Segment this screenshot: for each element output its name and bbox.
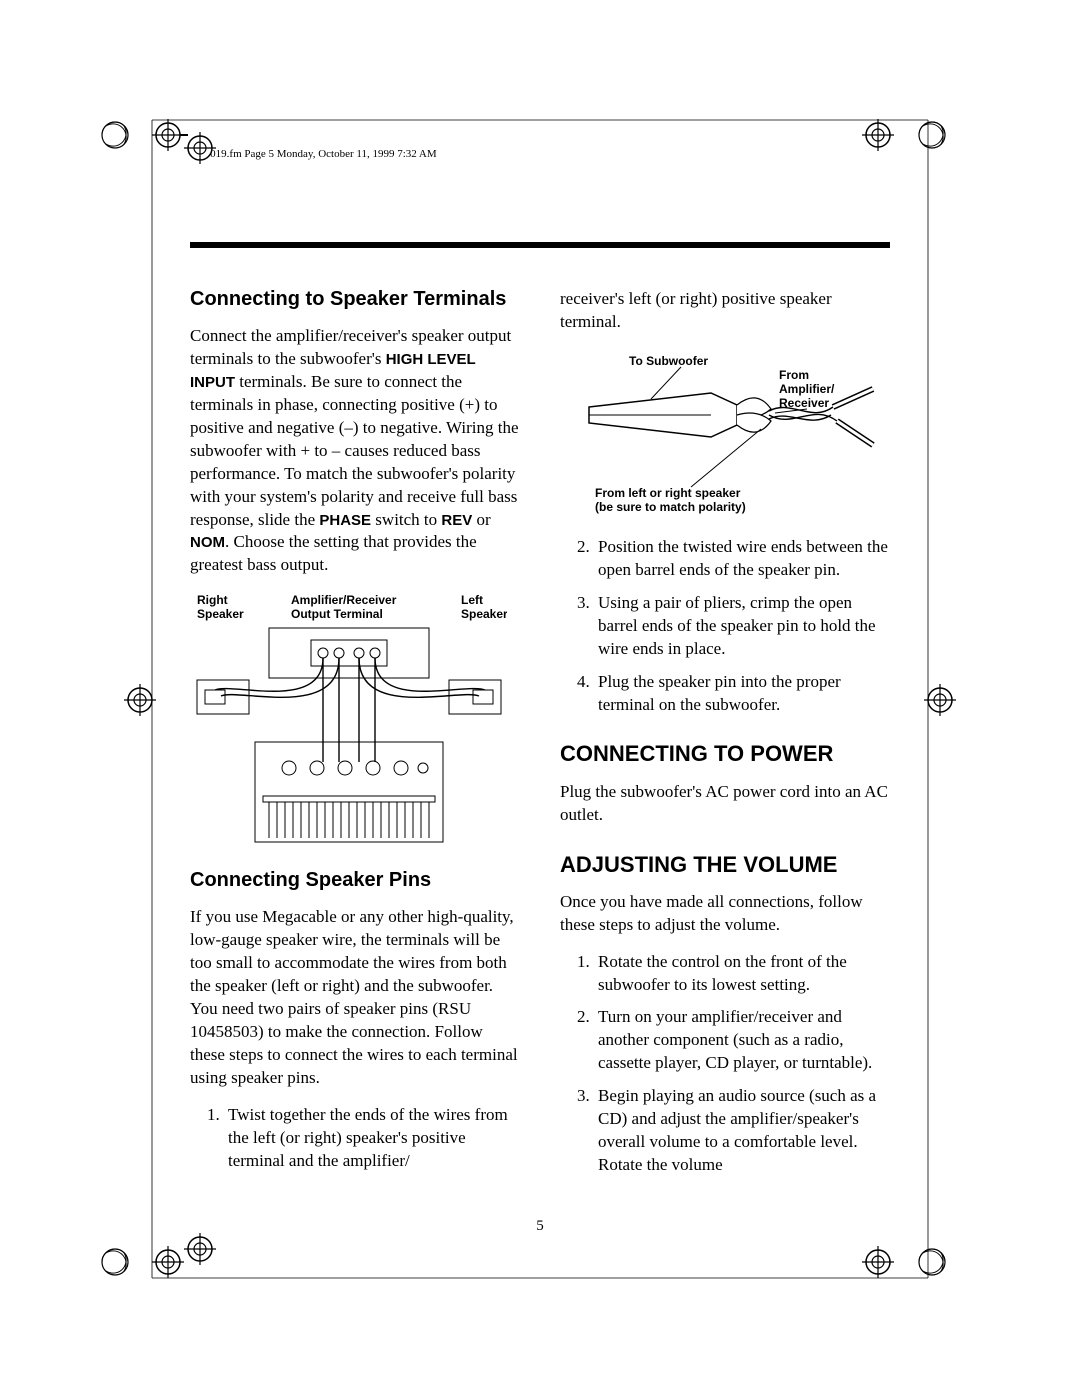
list-pins-right: Position the twisted wire ends between t… xyxy=(560,536,890,717)
svg-text:(be sure to match polarity): (be sure to match polarity) xyxy=(595,500,746,514)
heading-terminals: Connecting to Speaker Terminals xyxy=(190,288,520,311)
svg-text:To Subwoofer: To Subwoofer xyxy=(629,354,708,368)
svg-text:Output Terminal: Output Terminal xyxy=(291,607,383,621)
diagram-amp-wiring: Right Speaker Amplifier/Receiver Output … xyxy=(190,591,508,853)
svg-text:Amplifier/: Amplifier/ xyxy=(779,382,835,396)
heading-power: CONNECTING TO POWER xyxy=(560,742,890,766)
list-item: Rotate the control on the front of the s… xyxy=(594,951,890,997)
list-volume: Rotate the control on the front of the s… xyxy=(560,951,890,1177)
list-item: Begin playing an audio source (such as a… xyxy=(594,1085,890,1177)
text: terminals. Be sure to connect the termin… xyxy=(190,372,519,529)
svg-text:From: From xyxy=(779,368,809,382)
svg-text:Speaker: Speaker xyxy=(197,607,244,621)
para-terminals: Connect the amplifier/receiver's speaker… xyxy=(190,325,520,577)
heading-pins: Connecting Speaker Pins xyxy=(190,869,520,892)
para-power: Plug the subwoofer's AC power cord into … xyxy=(560,781,890,827)
heading-volume: ADJUSTING THE VOLUME xyxy=(560,853,890,877)
svg-text:Amplifier/Receiver: Amplifier/Receiver xyxy=(291,593,397,607)
diagram-speaker-pin: To Subwoofer From Amplifier/ Receiver Fr… xyxy=(560,348,878,520)
text-bold: REV xyxy=(441,512,472,529)
para-volume-intro: Once you have made all connections, foll… xyxy=(560,891,890,937)
text-bold: NOM xyxy=(190,534,225,551)
svg-text:Left: Left xyxy=(461,593,483,607)
content-columns: Connecting to Speaker Terminals Connect … xyxy=(190,288,890,1191)
text: or xyxy=(472,510,490,529)
para-pins: If you use Megacable or any other high-q… xyxy=(190,906,520,1090)
running-head: 40-5019.fm Page 5 Monday, October 11, 19… xyxy=(190,148,437,160)
text-bold: PHASE xyxy=(319,512,371,529)
list-pins-left: Twist together the ends of the wires fro… xyxy=(190,1104,520,1173)
text: . Choose the setting that provides the g… xyxy=(190,532,477,574)
list-item: Using a pair of pliers, crimp the open b… xyxy=(594,592,890,661)
list-item: Position the twisted wire ends between t… xyxy=(594,536,890,582)
svg-text:Speaker: Speaker xyxy=(461,607,507,621)
divider-rule xyxy=(190,242,890,248)
svg-text:From left or right speaker: From left or right speaker xyxy=(595,486,741,500)
page-number: 5 xyxy=(0,1218,1080,1235)
para-continued: receiver's left (or right) positive spea… xyxy=(560,288,890,334)
right-column: receiver's left (or right) positive spea… xyxy=(560,288,890,1191)
left-column: Connecting to Speaker Terminals Connect … xyxy=(190,288,520,1191)
svg-text:Right: Right xyxy=(197,593,228,607)
list-item: Plug the speaker pin into the proper ter… xyxy=(594,671,890,717)
list-item: Turn on your amplifier/receiver and anot… xyxy=(594,1006,890,1075)
list-item: Twist together the ends of the wires fro… xyxy=(224,1104,520,1173)
text: switch to xyxy=(371,510,441,529)
